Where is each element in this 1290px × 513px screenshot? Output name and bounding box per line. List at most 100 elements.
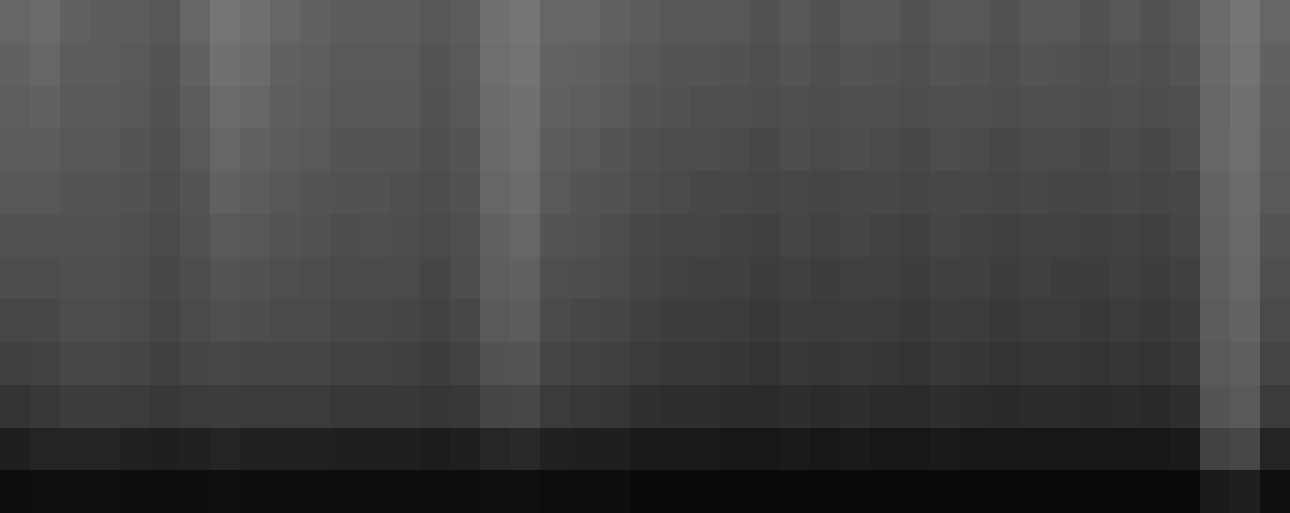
heatmap-cell: [1140, 342, 1171, 385]
heatmap-cell: [0, 428, 31, 471]
heatmap-cell: [840, 43, 871, 86]
heatmap-cell: [690, 0, 721, 43]
heatmap-cell: [600, 214, 631, 257]
heatmap-cell: [930, 385, 961, 428]
heatmap-cell: [180, 171, 211, 214]
heatmap-cell: [1080, 470, 1111, 513]
heatmap-cell: [90, 428, 121, 471]
heatmap-cell: [1230, 0, 1261, 43]
heatmap-cell: [510, 385, 541, 428]
heatmap-cell: [510, 257, 541, 300]
heatmap-cell: [1140, 470, 1171, 513]
heatmap-cell: [1230, 299, 1261, 342]
heatmap-cell: [510, 470, 541, 513]
heatmap-cell: [60, 470, 91, 513]
heatmap-cell: [990, 171, 1021, 214]
heatmap-cell: [420, 128, 451, 171]
heatmap-cell: [150, 342, 181, 385]
heatmap-cell: [1230, 86, 1261, 129]
heatmap-cell: [600, 86, 631, 129]
heatmap-cell: [1140, 299, 1171, 342]
heatmap-cell: [120, 171, 151, 214]
heatmap-cell: [90, 214, 121, 257]
heatmap-cell: [1110, 214, 1141, 257]
heatmap-cell: [90, 470, 121, 513]
heatmap-cell: [270, 214, 301, 257]
heatmap-cell: [480, 385, 511, 428]
heatmap-cell: [900, 257, 931, 300]
heatmap-cell: [240, 299, 271, 342]
heatmap-cell: [870, 128, 901, 171]
heatmap-cell: [1110, 428, 1141, 471]
heatmap-cell: [390, 214, 421, 257]
heatmap-cell: [90, 342, 121, 385]
heatmap-cell: [660, 43, 691, 86]
heatmap-cell: [900, 299, 931, 342]
heatmap-cell: [210, 214, 241, 257]
heatmap-cell: [1050, 0, 1081, 43]
heatmap-cell: [0, 171, 31, 214]
heatmap-cell: [270, 0, 301, 43]
heatmap-cell: [180, 86, 211, 129]
heatmap-cell: [870, 470, 901, 513]
heatmap-cell: [1080, 385, 1111, 428]
heatmap-cell: [1200, 385, 1231, 428]
heatmap-cell: [420, 214, 451, 257]
heatmap-cell: [690, 470, 721, 513]
heatmap-cell: [30, 0, 61, 43]
heatmap-cell: [1230, 385, 1261, 428]
heatmap-cell: [960, 43, 991, 86]
heatmap-cell: [1140, 428, 1171, 471]
heatmap-cell: [690, 86, 721, 129]
heatmap-cell: [630, 257, 661, 300]
heatmap-cell: [0, 86, 31, 129]
heatmap-cell: [750, 385, 781, 428]
heatmap-cell: [960, 128, 991, 171]
heatmap-cell: [660, 428, 691, 471]
heatmap-cell: [270, 385, 301, 428]
heatmap-cell: [720, 0, 751, 43]
heatmap-cell: [930, 128, 961, 171]
heatmap-cell: [270, 470, 301, 513]
heatmap-cell: [270, 342, 301, 385]
heatmap-cell: [60, 128, 91, 171]
heatmap-cell: [1170, 385, 1201, 428]
heatmap-cell: [570, 43, 601, 86]
heatmap-cell: [1260, 470, 1290, 513]
heatmap-cell: [480, 428, 511, 471]
heatmap-cell: [30, 342, 61, 385]
heatmap-cell: [810, 128, 841, 171]
heatmap-cell: [1170, 86, 1201, 129]
heatmap-cell: [1020, 214, 1051, 257]
heatmap-cell: [270, 299, 301, 342]
heatmap-cell: [660, 342, 691, 385]
heatmap-cell: [780, 0, 811, 43]
heatmap-cell: [450, 43, 481, 86]
heatmap-cell: [480, 214, 511, 257]
heatmap-cell: [30, 257, 61, 300]
heatmap-cell: [570, 128, 601, 171]
heatmap-cell: [1140, 128, 1171, 171]
heatmap-cell: [900, 86, 931, 129]
heatmap-cell: [810, 171, 841, 214]
heatmap-cell: [720, 257, 751, 300]
heatmap-cell: [1050, 470, 1081, 513]
heatmap-cell: [270, 43, 301, 86]
heatmap-cell: [330, 299, 361, 342]
heatmap-cell: [360, 342, 391, 385]
heatmap-cell: [330, 342, 361, 385]
heatmap-cell: [1260, 128, 1290, 171]
heatmap-cell: [900, 128, 931, 171]
heatmap-cell: [480, 0, 511, 43]
heatmap-cell: [480, 128, 511, 171]
heatmap-cell: [1260, 257, 1290, 300]
heatmap-cell: [690, 171, 721, 214]
heatmap-cell: [750, 128, 781, 171]
heatmap-cell: [1020, 299, 1051, 342]
heatmap-cell: [960, 470, 991, 513]
heatmap-cell: [390, 43, 421, 86]
heatmap-cell: [840, 0, 871, 43]
heatmap-cell: [1260, 0, 1290, 43]
heatmap-cell: [630, 299, 661, 342]
heatmap-cell: [540, 171, 571, 214]
